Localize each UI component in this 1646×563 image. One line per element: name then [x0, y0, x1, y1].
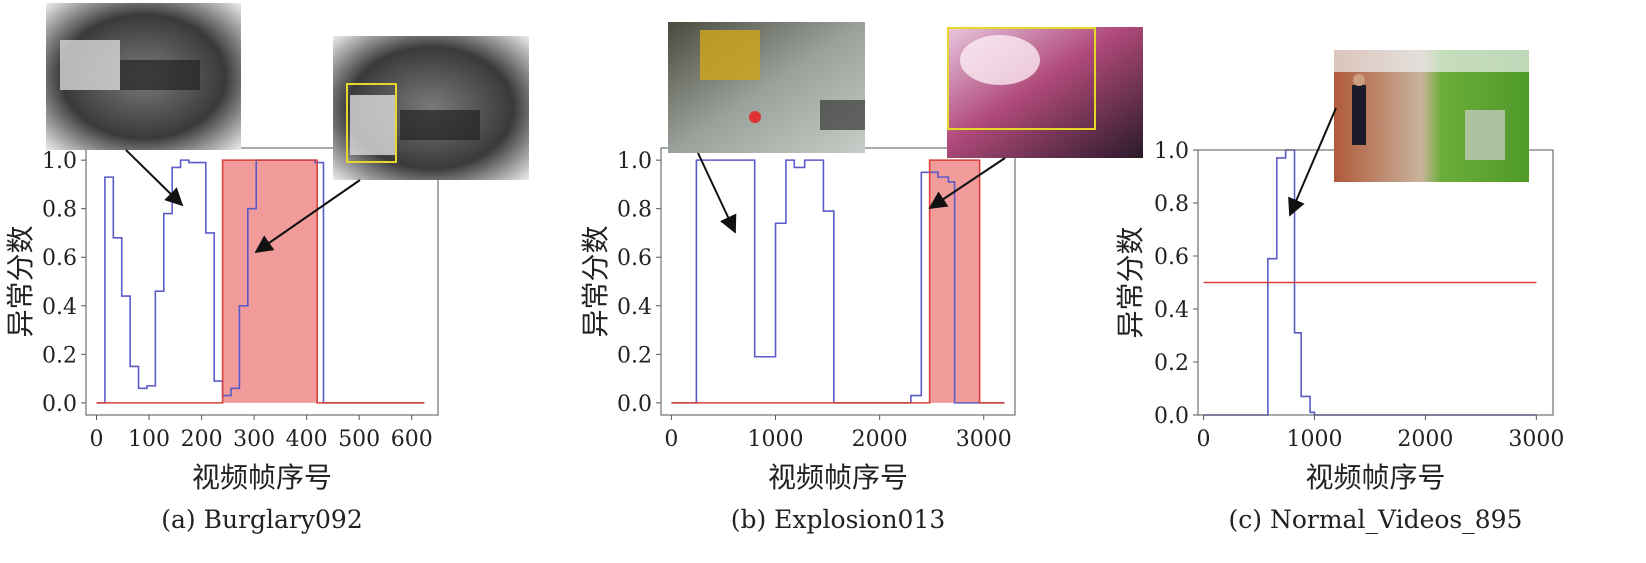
y-axis-label: 异常分数: [1114, 226, 1147, 338]
y-tick-label: 0.6: [42, 246, 77, 271]
annotation-arrow: [1288, 107, 1337, 217]
annotation-arrow: [254, 179, 361, 254]
y-tick-label: 0.4: [42, 295, 77, 320]
x-tick-label: 0: [664, 427, 678, 452]
y-tick-label: 0.0: [42, 392, 77, 417]
x-tick-label: 3000: [956, 427, 1012, 452]
y-tick-label: 0.6: [617, 246, 652, 271]
x-tick-label: 2000: [852, 427, 908, 452]
video-frame-thumbnail: [333, 36, 529, 180]
highlight-box: [947, 27, 1096, 130]
score-series-line: [671, 159, 1005, 404]
annotation-arrow: [125, 149, 184, 207]
y-tick-label: 0.8: [617, 198, 652, 223]
score-series-line: [1203, 149, 1537, 416]
chart-panel-normal: 0.0 0.2 0.4 0.6 0.8 1.0 0 1000 2000 3000 视频帧序号 异常分数…: [1114, 139, 1564, 534]
x-axis-label: 视频帧序号: [1305, 461, 1445, 494]
subfigure-caption: (b) Explosion013: [731, 505, 946, 534]
y-tick-label: 1.0: [42, 149, 77, 174]
x-tick-label: 300: [233, 427, 275, 452]
chart-panel-burglary: 0.0 0.2 0.4 0.6 0.8 1.0 0 100 200 300 400 500 600 视频帧…: [4, 147, 439, 534]
x-tick-label: 0: [1197, 427, 1211, 452]
x-tick-label: 500: [338, 427, 380, 452]
x-tick-label: 400: [286, 427, 328, 452]
video-frame-thumbnail: [668, 22, 865, 153]
video-frame-thumbnail: [1334, 50, 1529, 182]
anomaly-region: [222, 160, 318, 403]
x-tick-label: 1000: [1286, 427, 1342, 452]
y-axis-label: 异常分数: [4, 225, 37, 337]
y-tick-label: 0.6: [1154, 245, 1189, 270]
y-tick-label: 1.0: [1154, 139, 1189, 164]
annotation-arrow: [928, 157, 1006, 209]
y-tick-label: 0.0: [617, 392, 652, 417]
y-tick-label: 0.2: [42, 343, 77, 368]
y-axis-label: 异常分数: [579, 225, 612, 337]
y-tick-label: 0.4: [1154, 298, 1189, 323]
video-frame-thumbnail: [947, 27, 1143, 158]
x-tick-label: 200: [181, 427, 223, 452]
y-tick-label: 0.4: [617, 295, 652, 320]
x-tick-label: 1000: [748, 427, 804, 452]
plot-frame: [85, 147, 439, 416]
ground-truth-line: [96, 159, 425, 404]
highlight-box: [346, 83, 397, 163]
x-tick-label: 100: [128, 427, 170, 452]
subfigure-caption: (c) Normal_Videos_895: [1229, 505, 1523, 534]
ground-truth-line: [671, 159, 1005, 404]
y-tick-label: 0.2: [617, 343, 652, 368]
y-tick-label: 1.0: [617, 149, 652, 174]
y-tick-label: 0.2: [1154, 351, 1189, 376]
x-tick-label: 2000: [1397, 427, 1453, 452]
y-tick-label: 0.8: [42, 198, 77, 223]
x-tick-label: 0: [90, 427, 104, 452]
x-tick-label: 3000: [1508, 427, 1564, 452]
x-axis-label: 视频帧序号: [768, 461, 908, 494]
y-tick-label: 0.8: [1154, 192, 1189, 217]
y-tick-label: 0.0: [1154, 404, 1189, 429]
video-frame-thumbnail: [46, 3, 241, 150]
annotation-arrow: [697, 152, 737, 234]
x-axis-label: 视频帧序号: [192, 461, 332, 494]
x-tick-label: 600: [391, 427, 433, 452]
subfigure-caption: (a) Burglary092: [161, 505, 362, 534]
chart-panel-explosion: 0.0 0.2 0.4 0.6 0.8 1.0 0 1000 2000 3000 视频帧序号 异常分数…: [579, 147, 1016, 534]
